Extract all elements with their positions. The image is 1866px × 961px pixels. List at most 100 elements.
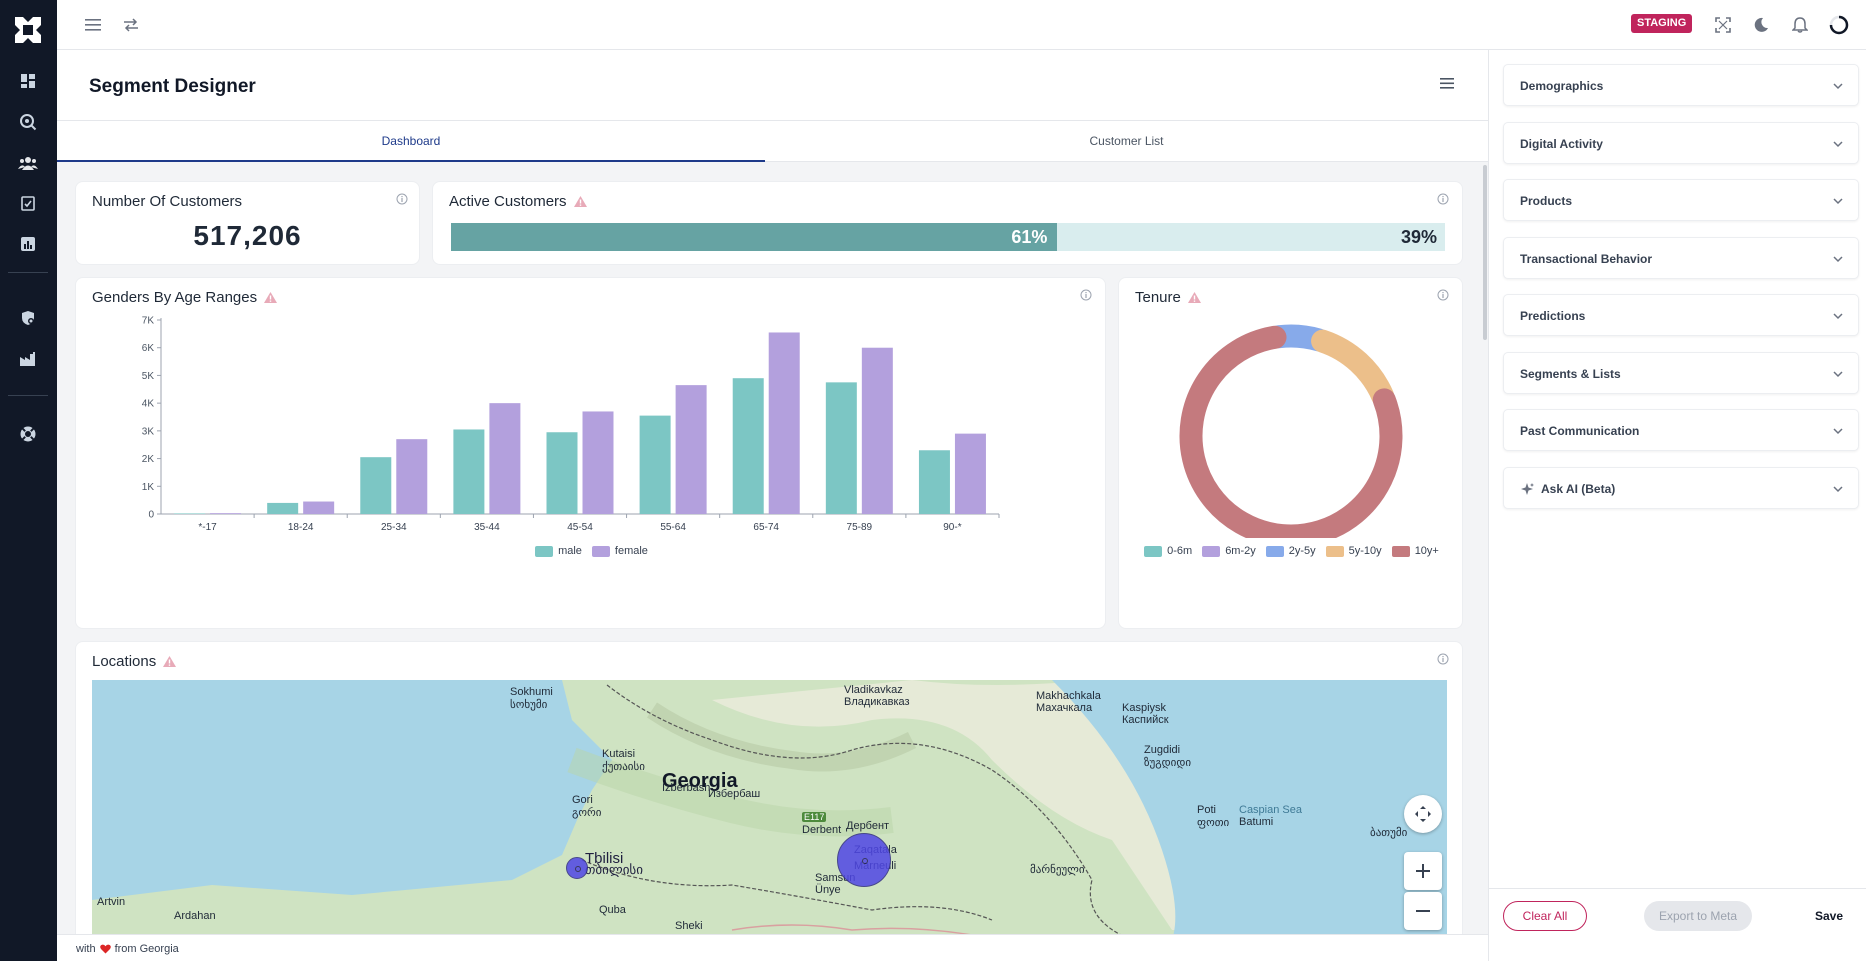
warning-icon[interactable] [263,291,278,304]
bar-female-18-24[interactable] [303,501,335,514]
locations-map[interactable]: Sokhumi სოხუმი Vladikavkaz Владикавказ Makha… [92,680,1447,934]
customers-count: 517,206 [193,220,302,251]
warning-icon[interactable] [573,195,588,208]
info-icon[interactable] [396,193,408,205]
accordion-demographics[interactable]: Demographics [1503,64,1859,106]
bar-male-25-34[interactable] [360,457,392,514]
main-scrollbar[interactable] [1483,165,1487,340]
save-button[interactable]: Save [1815,901,1843,931]
legend-swatch [1265,545,1284,557]
map-zoom-out-icon[interactable] [1404,892,1442,930]
y-tick-label: 6K [142,343,155,354]
map-place-label: ბათუმი [1370,827,1408,839]
donut-slice-5y-10y[interactable] [1311,329,1395,408]
legend-swatch [1202,545,1221,557]
sparkles-icon [1521,482,1534,495]
bar-male-18-24[interactable] [267,502,299,514]
legend-swatch [1391,545,1410,557]
accordion-transactional-behavior[interactable]: Transactional Behavior [1503,237,1859,279]
map-reset-view-icon[interactable] [1404,795,1442,833]
fullscreen-icon[interactable] [1711,13,1735,37]
legend-item-0-6m[interactable]: 0-6m [1144,545,1192,557]
map-place-label: Каспийск [1122,714,1169,726]
chevron-down-icon [1833,83,1843,90]
info-icon[interactable] [1437,193,1449,205]
bar-female-25-34[interactable] [396,439,428,514]
dark-mode-moon-icon[interactable] [1749,13,1773,37]
chevron-down-icon [1833,256,1843,263]
map-place-label: Kutaisi [602,748,636,760]
warning-icon[interactable] [1187,291,1202,304]
accordion-predictions[interactable]: Predictions [1503,294,1859,336]
map-bubble-tbilisi[interactable] [837,833,891,887]
accordion-segments-lists[interactable]: Segments & Lists [1503,352,1859,394]
bar-female-35-44[interactable] [489,403,521,514]
y-tick-label: 0 [148,510,154,521]
x-tick-label: 18-24 [288,522,314,533]
bar-male-55-64[interactable] [639,415,671,514]
warning-icon[interactable] [162,655,177,668]
campaign-check-icon[interactable] [16,191,40,215]
genders-legend: male female [76,545,1107,557]
map-terrain [92,680,1447,934]
tenure-card: Tenure 0-6m 6m-2y 2y-5y 5y-10y 10y+ [1118,277,1463,629]
bar-female-55-64[interactable] [675,385,707,514]
bar-male-*-17[interactable] [174,513,206,514]
tab-customer-list[interactable]: Customer List [1089,134,1164,148]
target-search-icon[interactable] [16,110,40,134]
bar-male-45-54[interactable] [546,432,578,514]
accordion-digital-activity[interactable]: Digital Activity [1503,122,1859,164]
legend-item-6m-2y[interactable]: 6m-2y [1202,545,1256,557]
clear-all-button[interactable]: Clear All [1503,901,1587,931]
map-zoom-in-icon[interactable] [1404,852,1442,890]
map-bubble-batumi[interactable] [566,857,588,879]
legend-label: 6m-2y [1225,545,1256,557]
info-icon[interactable] [1437,653,1449,665]
x-tick-label: 90-* [943,522,961,533]
users-icon[interactable] [16,151,40,175]
donut-slice-10y+[interactable] [1179,325,1403,538]
shield-settings-icon[interactable] [16,306,40,330]
info-icon[interactable] [1080,289,1092,301]
accordion-ask-ai-beta-[interactable]: Ask AI (Beta) [1503,467,1859,509]
map-place-label: Caspian Sea [1239,804,1302,816]
tab-dashboard[interactable]: Dashboard [57,121,765,162]
legend-item-female[interactable]: female [591,545,648,557]
legend-item-2y-5y[interactable]: 2y-5y [1265,545,1316,557]
info-icon[interactable] [1437,289,1449,301]
accordion-products[interactable]: Products [1503,179,1859,221]
chevron-down-icon [1833,141,1843,148]
menu-hamburger-icon[interactable] [81,13,105,37]
accordion-past-communication[interactable]: Past Communication [1503,409,1859,451]
bar-female-75-89[interactable] [861,347,893,514]
dashboard-icon[interactable] [16,69,40,93]
active-customers-card: Active Customers 61% 39% [432,181,1463,265]
legend-item-male[interactable]: male [535,545,582,557]
bar-male-35-44[interactable] [453,429,485,514]
legend-item-10y+[interactable]: 10y+ [1391,545,1439,557]
chevron-down-icon [1833,371,1843,378]
tenure-donut-chart [1179,324,1403,538]
legend-item-5y-10y[interactable]: 5y-10y [1325,545,1382,557]
locations-card: Locations Sokhumi სოხუმი Vladikavkaz Владик… [75,641,1463,934]
reports-chart-icon[interactable] [16,232,40,256]
support-lifebuoy-icon[interactable] [16,422,40,446]
swap-arrows-icon[interactable] [119,13,143,37]
bar-male-65-74[interactable] [732,378,764,514]
export-to-meta-button[interactable]: Export to Meta [1644,901,1752,931]
notifications-bell-icon[interactable] [1788,13,1812,37]
page-menu-icon[interactable] [1440,78,1454,89]
main-content: Segment Designer Dashboard Customer List… [57,50,1488,934]
bar-female-90-*[interactable] [954,433,986,514]
bar-male-90-*[interactable] [918,450,950,514]
bar-female-*-17[interactable] [210,513,242,514]
staging-badge: STAGING [1631,14,1693,33]
bar-male-75-89[interactable] [825,382,857,514]
app-logo-icon[interactable] [11,13,45,47]
x-tick-label: 25-34 [381,522,407,533]
accordion-label: Digital Activity [1520,137,1603,151]
bar-female-45-54[interactable] [582,411,614,514]
bar-female-65-74[interactable] [768,332,800,514]
accordion-label: Segments & Lists [1520,367,1621,381]
factory-icon[interactable] [16,347,40,371]
